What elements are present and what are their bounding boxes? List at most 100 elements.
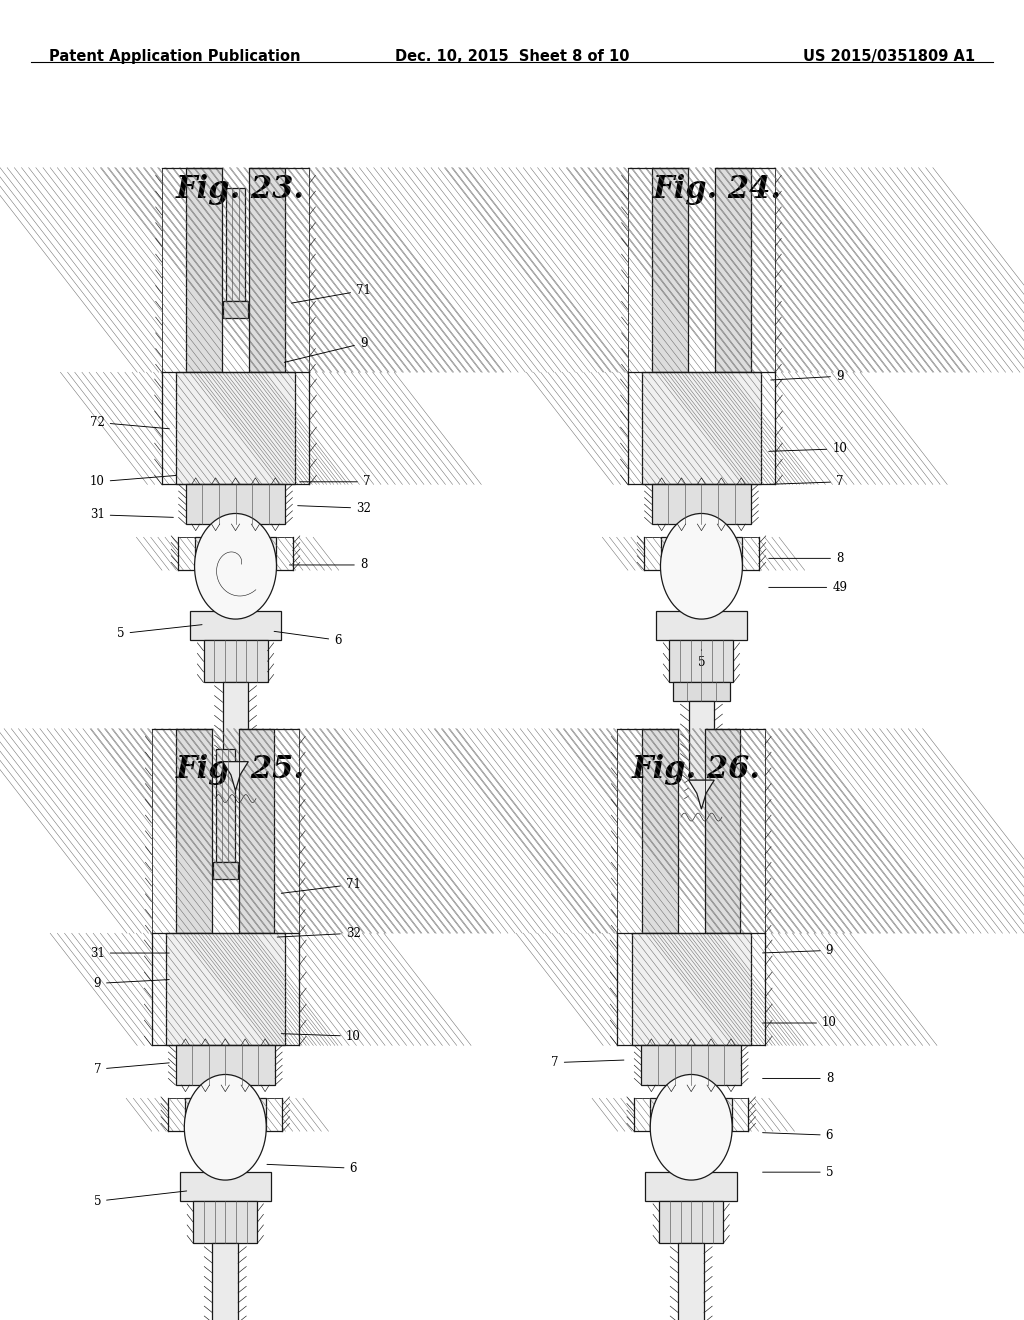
Bar bbox=[655, 611, 748, 640]
Bar bbox=[689, 701, 714, 780]
Bar bbox=[152, 729, 176, 933]
Bar bbox=[285, 933, 299, 1045]
Bar bbox=[751, 168, 775, 372]
Circle shape bbox=[195, 513, 276, 619]
Bar bbox=[152, 933, 166, 1045]
Text: Fig. 24.: Fig. 24. bbox=[652, 174, 781, 205]
Text: 10: 10 bbox=[763, 1016, 837, 1030]
Bar bbox=[204, 640, 267, 682]
Bar bbox=[617, 933, 632, 1045]
Text: 5: 5 bbox=[763, 1166, 834, 1179]
Bar bbox=[295, 372, 309, 484]
Bar bbox=[185, 484, 286, 524]
Bar bbox=[617, 729, 642, 933]
Bar bbox=[274, 729, 299, 933]
Text: Dec. 10, 2015  Sheet 8 of 10: Dec. 10, 2015 Sheet 8 of 10 bbox=[394, 49, 630, 63]
Bar bbox=[644, 537, 660, 570]
Bar bbox=[742, 537, 759, 570]
Bar bbox=[195, 537, 276, 570]
Bar bbox=[751, 933, 765, 1045]
Text: 7: 7 bbox=[769, 475, 844, 488]
Text: 9: 9 bbox=[285, 337, 368, 363]
Bar bbox=[168, 1098, 184, 1131]
Text: 6: 6 bbox=[267, 1162, 357, 1175]
Text: 8: 8 bbox=[769, 552, 844, 565]
Bar bbox=[176, 729, 212, 933]
Bar bbox=[632, 933, 751, 1045]
Bar bbox=[166, 933, 285, 1045]
Text: 5: 5 bbox=[117, 624, 202, 640]
Bar bbox=[641, 1045, 741, 1085]
Text: 49: 49 bbox=[769, 581, 847, 594]
Polygon shape bbox=[223, 762, 248, 791]
Bar bbox=[162, 168, 186, 372]
Text: 71: 71 bbox=[292, 284, 371, 304]
Text: 31: 31 bbox=[90, 946, 169, 960]
Bar bbox=[660, 537, 742, 570]
Bar bbox=[634, 1098, 650, 1131]
Polygon shape bbox=[689, 780, 714, 809]
Text: 7: 7 bbox=[93, 1063, 169, 1076]
Bar bbox=[679, 1243, 703, 1320]
Bar bbox=[184, 1098, 266, 1131]
Text: 10: 10 bbox=[282, 1030, 360, 1043]
Text: 31: 31 bbox=[90, 508, 173, 521]
Text: 32: 32 bbox=[298, 502, 371, 515]
Bar bbox=[186, 168, 222, 372]
Text: 7: 7 bbox=[551, 1056, 624, 1069]
Bar bbox=[670, 640, 733, 682]
Text: 5: 5 bbox=[697, 649, 706, 669]
Text: 8: 8 bbox=[290, 558, 368, 572]
Text: 6: 6 bbox=[274, 631, 342, 647]
Text: 9: 9 bbox=[93, 977, 169, 990]
Bar bbox=[189, 611, 282, 640]
Bar bbox=[276, 537, 293, 570]
Bar bbox=[213, 1243, 238, 1320]
Bar bbox=[740, 729, 765, 933]
Text: 9: 9 bbox=[763, 944, 834, 957]
Bar bbox=[642, 729, 678, 933]
Bar bbox=[175, 1045, 275, 1085]
Bar bbox=[642, 372, 761, 484]
Text: 71: 71 bbox=[282, 878, 360, 894]
Text: 9: 9 bbox=[771, 370, 844, 383]
Bar bbox=[213, 862, 238, 879]
Bar bbox=[652, 168, 688, 372]
Bar bbox=[216, 750, 234, 862]
Bar bbox=[176, 372, 295, 484]
Text: US 2015/0351809 A1: US 2015/0351809 A1 bbox=[803, 49, 975, 63]
Bar bbox=[628, 372, 642, 484]
Bar bbox=[249, 168, 285, 372]
Bar bbox=[673, 682, 730, 701]
Bar bbox=[732, 1098, 749, 1131]
Text: Fig. 26.: Fig. 26. bbox=[632, 755, 761, 785]
Bar bbox=[239, 729, 274, 933]
Text: 72: 72 bbox=[90, 416, 169, 429]
Bar bbox=[650, 1098, 732, 1131]
Text: 7: 7 bbox=[300, 475, 371, 488]
Text: 32: 32 bbox=[278, 927, 360, 940]
Bar bbox=[178, 537, 195, 570]
Text: Fig. 23.: Fig. 23. bbox=[176, 174, 305, 205]
Text: 5: 5 bbox=[93, 1191, 186, 1208]
Bar bbox=[194, 1201, 257, 1243]
Bar bbox=[285, 168, 309, 372]
Bar bbox=[705, 729, 740, 933]
Circle shape bbox=[184, 1074, 266, 1180]
Bar bbox=[659, 1201, 723, 1243]
Text: 8: 8 bbox=[763, 1072, 834, 1085]
Text: 6: 6 bbox=[763, 1129, 834, 1142]
Bar bbox=[162, 372, 176, 484]
Text: 10: 10 bbox=[769, 442, 847, 455]
Bar bbox=[761, 372, 775, 484]
Bar bbox=[179, 1172, 271, 1201]
Bar bbox=[715, 168, 751, 372]
Bar bbox=[226, 187, 245, 301]
Bar bbox=[266, 1098, 283, 1131]
Bar bbox=[628, 168, 652, 372]
Circle shape bbox=[660, 513, 742, 619]
Text: Fig. 25.: Fig. 25. bbox=[176, 755, 305, 785]
Circle shape bbox=[650, 1074, 732, 1180]
Bar bbox=[651, 484, 752, 524]
Bar bbox=[645, 1172, 737, 1201]
